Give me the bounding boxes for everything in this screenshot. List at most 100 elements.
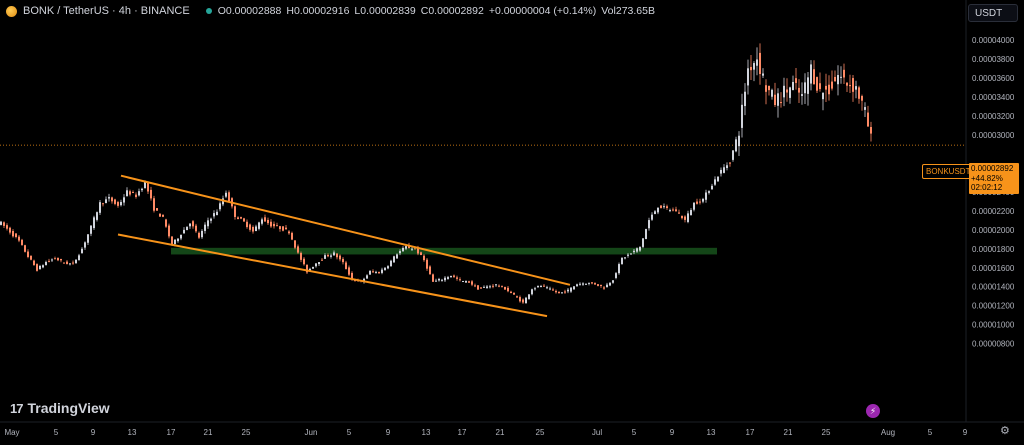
tradingview-logo[interactable]: 17 TradingView bbox=[10, 400, 110, 416]
candlestick bbox=[294, 240, 296, 250]
volume-value: 273.65B bbox=[615, 5, 655, 17]
candlestick bbox=[528, 294, 530, 300]
candlestick bbox=[543, 284, 545, 287]
candle-body bbox=[789, 87, 791, 98]
candle-body bbox=[18, 236, 20, 241]
candle-body bbox=[315, 263, 317, 267]
candle-body bbox=[147, 181, 149, 192]
candlestick bbox=[369, 270, 371, 276]
candle-body bbox=[351, 272, 353, 280]
candle-body bbox=[837, 75, 839, 85]
candlestick bbox=[273, 221, 275, 229]
candlestick bbox=[621, 257, 623, 265]
candlestick bbox=[828, 75, 830, 101]
symbol-title[interactable]: BONK / TetherUS · 4h · BINANCE bbox=[23, 5, 190, 17]
x-tick-label: 17 bbox=[458, 428, 467, 437]
candle-body bbox=[756, 59, 758, 66]
candle-body bbox=[330, 255, 332, 257]
candle-body bbox=[606, 284, 608, 288]
candle-body bbox=[585, 283, 587, 285]
candle-body bbox=[345, 262, 347, 269]
candle-body bbox=[393, 256, 395, 263]
candlestick bbox=[714, 176, 716, 186]
candlestick bbox=[384, 266, 386, 271]
candle-body bbox=[381, 269, 383, 273]
candlestick bbox=[201, 229, 203, 239]
candlestick bbox=[6, 223, 8, 231]
candle-body bbox=[678, 212, 680, 214]
candle-body bbox=[255, 226, 257, 232]
candlestick bbox=[210, 217, 212, 224]
candle-body bbox=[15, 233, 17, 238]
candlestick bbox=[492, 283, 494, 289]
candlestick bbox=[570, 287, 572, 293]
candle-body bbox=[672, 209, 674, 211]
candlestick bbox=[693, 202, 695, 212]
candlestick bbox=[81, 247, 83, 254]
currency-selector[interactable]: USDT bbox=[968, 4, 1018, 22]
candle-body bbox=[552, 289, 554, 291]
support-zone[interactable] bbox=[171, 247, 717, 255]
lower-trendline[interactable] bbox=[117, 233, 548, 318]
candlestick bbox=[36, 263, 38, 272]
candle-body bbox=[102, 203, 104, 205]
candlestick bbox=[12, 229, 14, 238]
candle-body bbox=[651, 214, 653, 220]
candle-body bbox=[171, 236, 173, 246]
candlestick bbox=[48, 258, 50, 263]
candle-body bbox=[33, 260, 35, 266]
candlestick bbox=[837, 65, 839, 96]
candlestick bbox=[312, 266, 314, 269]
candlestick bbox=[117, 200, 119, 208]
candlestick bbox=[387, 265, 389, 270]
candle-body bbox=[87, 234, 89, 243]
x-tick-label: 13 bbox=[422, 428, 431, 437]
candle-body bbox=[156, 208, 158, 211]
x-tick-label: 25 bbox=[822, 428, 831, 437]
candlestick bbox=[282, 226, 284, 232]
candlestick bbox=[288, 230, 290, 235]
candle-body bbox=[234, 206, 236, 217]
ohlc-values: O0.00002888 H0.00002916 L0.00002839 C0.0… bbox=[218, 5, 655, 17]
candle-body bbox=[744, 91, 746, 107]
candle-body bbox=[801, 94, 803, 96]
candlestick bbox=[141, 187, 143, 192]
candle-body bbox=[180, 235, 182, 239]
candlestick bbox=[120, 199, 122, 207]
candlestick bbox=[348, 265, 350, 277]
candle-body bbox=[177, 238, 179, 242]
candlestick bbox=[597, 284, 599, 287]
candle-body bbox=[663, 206, 665, 208]
candle-body bbox=[597, 284, 599, 286]
candlestick bbox=[342, 257, 344, 265]
volume-label: Vol bbox=[601, 5, 616, 17]
candlestick bbox=[165, 218, 167, 228]
upper-trendline[interactable] bbox=[120, 174, 571, 286]
candlestick bbox=[588, 282, 590, 286]
candle-body bbox=[654, 211, 656, 215]
candle-body bbox=[192, 221, 194, 227]
candlestick bbox=[534, 286, 536, 291]
candlestick bbox=[756, 47, 758, 76]
candlestick bbox=[513, 292, 515, 295]
candle-body bbox=[489, 286, 491, 288]
candlestick bbox=[525, 296, 527, 304]
candle-body bbox=[387, 266, 389, 269]
lightning-icon[interactable]: ⚡ bbox=[866, 404, 880, 418]
candlestick bbox=[450, 275, 452, 278]
settings-gear-icon[interactable]: ⚙ bbox=[1000, 425, 1010, 437]
candle-body bbox=[189, 223, 191, 227]
x-tick-label: 9 bbox=[386, 428, 391, 437]
candlestick bbox=[399, 249, 401, 256]
candlestick bbox=[567, 287, 569, 294]
candlestick bbox=[477, 284, 479, 290]
symbol-header: BONK / TetherUS · 4h · BINANCE O0.000028… bbox=[6, 5, 655, 17]
candle-body bbox=[468, 281, 470, 283]
candlestick bbox=[423, 254, 425, 262]
candle-body bbox=[441, 279, 443, 281]
candle-body bbox=[642, 238, 644, 247]
candle-body bbox=[522, 299, 524, 303]
candlestick bbox=[270, 219, 272, 228]
